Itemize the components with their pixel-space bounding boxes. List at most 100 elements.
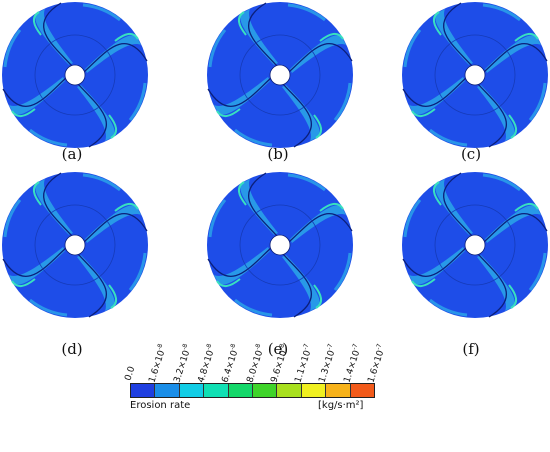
blade-line [477, 253, 508, 318]
hub-hole [464, 64, 486, 86]
blade-line [207, 247, 272, 278]
erosion-band [240, 9, 278, 65]
blade-group [33, 2, 147, 121]
legend-tick-label: 4.8×10-8 [196, 342, 217, 384]
impeller-contour [207, 172, 353, 318]
rim-erosion [208, 199, 227, 238]
rim-erosion [3, 29, 22, 68]
erosion-hotspot [114, 203, 139, 212]
blade-group [3, 199, 117, 318]
legend-swatch [228, 384, 254, 397]
blade-line [247, 2, 278, 67]
rim-erosion [333, 82, 352, 121]
legend-title: Erosion rate [130, 400, 191, 411]
hub-hole [269, 64, 291, 86]
erosion-band [214, 77, 270, 115]
rim-erosion [128, 252, 147, 291]
inner-ring [434, 204, 516, 286]
erosion-band [477, 255, 515, 311]
legend-unit: [kg/s·m²] [318, 400, 364, 411]
caption-e: (e) [267, 340, 289, 358]
erosion-hotspot [216, 278, 241, 287]
legend-tick-label: 3.2×10-8 [172, 342, 192, 384]
rim-erosion [208, 29, 227, 68]
blade-line [247, 172, 278, 237]
erosion-band [282, 255, 320, 311]
erosion-hotspot [238, 181, 247, 206]
erosion-hotspot [108, 284, 117, 309]
rim-erosion [82, 173, 121, 192]
blade-group [29, 203, 148, 317]
rim-erosion [403, 29, 422, 68]
blade-line [282, 253, 313, 318]
erosion-band [435, 9, 473, 65]
erosion-rate-legend: 0.0 1.6×10-8 3.2×10-8 4.8×10-8 6.4×10-8 8.0×1… [123, 343, 386, 450]
blade-line [477, 83, 508, 148]
erosion-hotspot [238, 11, 247, 36]
legend-color-bar [130, 383, 375, 398]
rim-erosion [287, 3, 326, 22]
erosion-hotspot [313, 114, 322, 139]
erosion-hotspot [411, 278, 436, 287]
caption-a: (a) [61, 145, 83, 163]
blade-line [2, 247, 67, 278]
impeller-panel-e [205, 170, 355, 320]
legend-swatch [253, 384, 278, 397]
blade-line [288, 212, 353, 243]
legend-swatch [301, 384, 327, 397]
impeller-panel-b [205, 0, 355, 150]
blade-line [402, 247, 467, 278]
erosion-hotspot [319, 33, 344, 42]
rim-erosion [482, 173, 521, 192]
legend-swatch [131, 384, 156, 397]
rim-erosion [528, 252, 547, 291]
blade-group [29, 33, 148, 147]
rim-erosion [429, 298, 468, 317]
erosion-band [435, 179, 473, 235]
erosion-band [282, 85, 320, 141]
erosion-hotspot [508, 114, 517, 139]
blade-group [207, 173, 326, 287]
blade-group [238, 2, 352, 121]
rim-erosion [234, 298, 273, 317]
erosion-hotspot [11, 108, 36, 117]
inner-ring [239, 34, 321, 116]
blade-group [207, 3, 326, 117]
erosion-band [85, 35, 141, 73]
erosion-band [214, 247, 270, 285]
rim-erosion [429, 128, 468, 147]
erosion-band [485, 205, 541, 243]
blade-line [442, 172, 473, 237]
blade-line [42, 172, 73, 237]
blade-group [208, 199, 322, 318]
rim-erosion [287, 173, 326, 192]
erosion-hotspot [108, 114, 117, 139]
blade-line [207, 77, 272, 108]
blade-line [483, 42, 548, 73]
rim-erosion [333, 252, 352, 291]
legend-tick-label: 1.6×10-7 [366, 342, 387, 384]
impeller-contour [402, 2, 548, 148]
rim-erosion [82, 3, 121, 22]
blade-line [2, 77, 67, 108]
erosion-hotspot [319, 203, 344, 212]
legend-tick-label: 0.0 [123, 365, 138, 382]
rim-erosion [3, 199, 22, 238]
erosion-band [35, 9, 73, 65]
erosion-band [409, 77, 465, 115]
legend-swatch [326, 384, 351, 397]
erosion-band [9, 77, 65, 115]
impeller-contour [402, 172, 548, 318]
blade-group [403, 29, 517, 148]
legend-tick-label: 1.4×10-7 [342, 342, 362, 384]
rim-erosion [29, 298, 68, 317]
erosion-hotspot [514, 203, 539, 212]
hub-hole [64, 64, 86, 86]
legend-tick-label: 1.3×10-7 [317, 342, 338, 384]
erosion-hotspot [514, 33, 539, 42]
impeller-contour [2, 172, 148, 318]
erosion-band [85, 205, 141, 243]
blade-group [2, 173, 121, 287]
blade-group [429, 203, 548, 317]
legend-swatch [277, 384, 302, 397]
